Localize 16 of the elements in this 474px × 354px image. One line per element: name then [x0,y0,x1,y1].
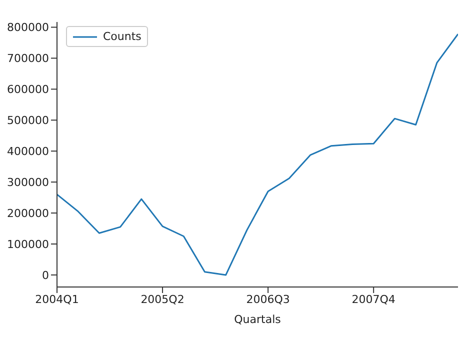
y-tick-label: 100000 [7,238,49,251]
y-tick-label: 300000 [7,176,49,189]
line-series [57,33,458,276]
y-tick-label: 800000 [7,21,49,34]
x-tick-label: 2004Q1 [35,292,79,306]
y-tick-label: 700000 [7,52,49,66]
legend-label: Counts [103,30,142,43]
y-tick-label: 400000 [7,145,49,158]
x-tick-label: 2006Q3 [246,292,290,306]
y-tick-label: 500000 [7,114,49,128]
x-tick-label: 2007Q4 [352,292,396,306]
x-axis-title: Quartals [234,313,282,326]
y-tick-label: 200000 [7,206,49,220]
y-tick-label: 600000 [7,83,49,96]
x-tick-label: 2005Q2 [140,292,184,306]
y-tick-label: 0 [42,268,49,282]
